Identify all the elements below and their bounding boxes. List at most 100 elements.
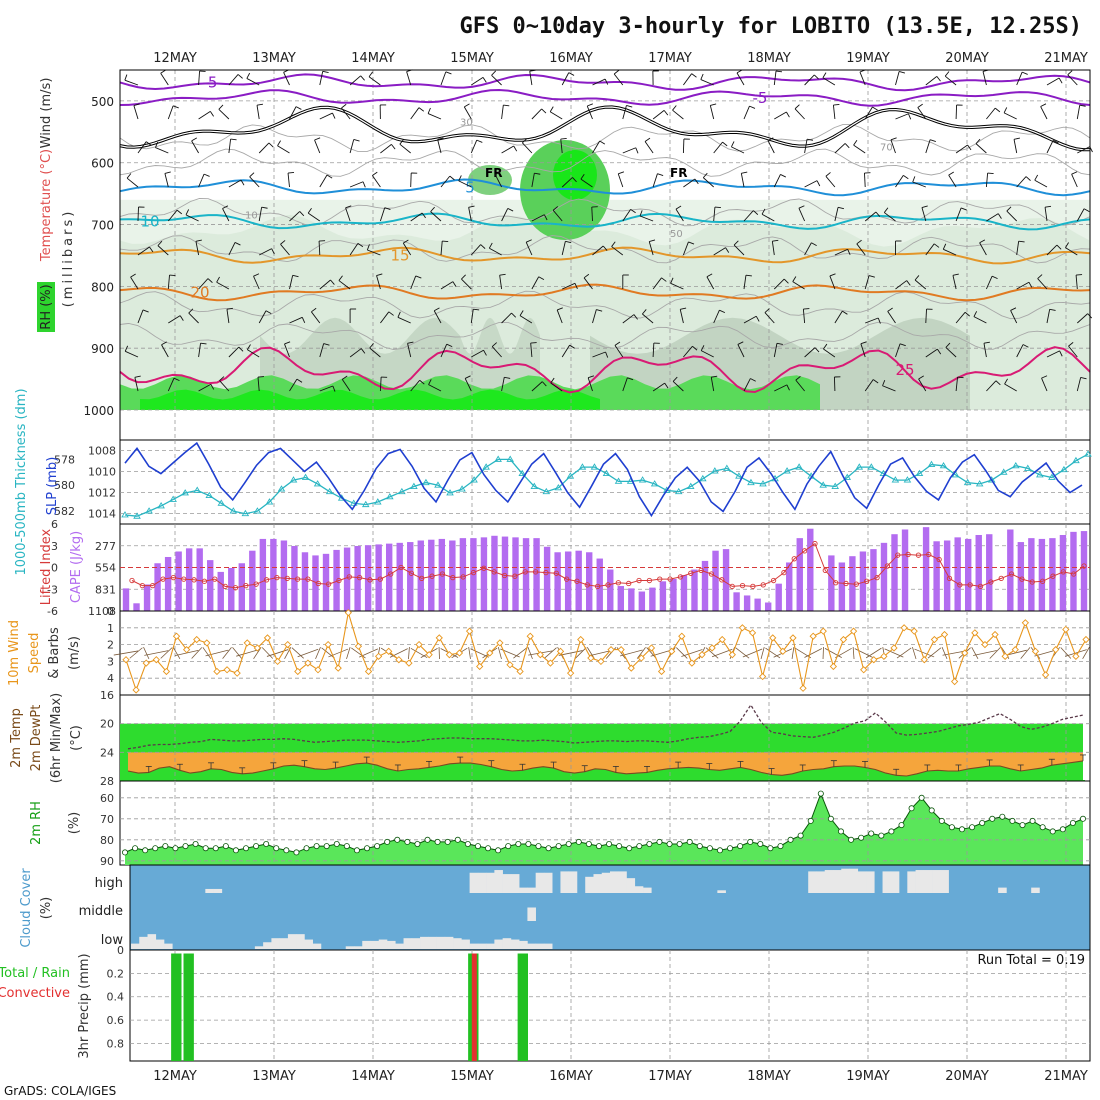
wind-barb-flag-4-8 — [246, 344, 251, 350]
wind-barb-flag-16-3 — [618, 171, 625, 175]
rh-point-38 — [505, 843, 512, 850]
cloud-high-87 — [849, 868, 859, 893]
wind-barb-13-2 — [522, 142, 533, 154]
wind-speed-point-26 — [385, 647, 393, 655]
li-point-77 — [926, 551, 932, 558]
rh-point-33 — [454, 836, 461, 843]
wind-barb-flag-9-2 — [399, 139, 404, 145]
surface-barb-9 — [205, 649, 229, 657]
wind-speed-point-70 — [829, 662, 838, 671]
li-point-38 — [522, 569, 528, 575]
cloud-low-48 — [527, 943, 536, 949]
ylabel-thickness: 1000-500mb Thickness (dm) — [14, 388, 29, 575]
wind-barb-flag-27-7 — [964, 311, 970, 317]
surface-barb-27 — [389, 648, 408, 658]
wind-barb-flag-23-3 — [825, 172, 831, 177]
rh-point-80 — [928, 807, 935, 814]
cape-bar-8 — [207, 560, 214, 611]
wind-barb-flag-23-8 — [823, 343, 828, 350]
wind-barb-flag-13-2 — [522, 138, 528, 144]
wind-barb-flag-17-7 — [642, 309, 647, 315]
wind-barb-flag-30-6 — [1037, 274, 1043, 279]
cloud-high-92 — [890, 871, 900, 893]
temp-lines — [127, 703, 1086, 777]
wind-barb-8-2 — [380, 144, 392, 154]
wind-barb-flag-29-4 — [1006, 206, 1012, 212]
cape-bar-72 — [880, 542, 888, 611]
surface-barb-77 — [896, 647, 912, 659]
rh-point-36 — [485, 845, 492, 852]
wind-barb-flag-0-8 — [124, 345, 129, 352]
surface-barb-4 — [160, 647, 173, 659]
surface-barb-40 — [527, 646, 533, 660]
surface-barb-10 — [222, 647, 232, 659]
wind-barb-22-6 — [792, 281, 805, 290]
cloud-high-57 — [601, 872, 611, 893]
surface-barb-11 — [232, 647, 243, 659]
wind-barb-27-3 — [948, 174, 957, 188]
ylabel-temperature: Temperature (°C) — [39, 149, 54, 262]
thickness-point-79 — [1072, 456, 1080, 464]
li-point-3 — [160, 576, 166, 582]
wind-barb-flag-9-9 — [419, 379, 425, 385]
wind-barb-flag-18-1 — [672, 105, 677, 111]
cloud-cover-panel: high middle low Cloud Cover (%) — [19, 864, 1091, 951]
rh-point-77 — [898, 822, 905, 829]
wind-barb-3-0 — [228, 74, 239, 86]
cape-bar-0 — [122, 588, 130, 611]
li-point-30 — [439, 571, 446, 577]
wind-barb-18-4 — [675, 208, 684, 222]
wind-barb-29-7 — [1010, 310, 1018, 324]
li-point-1 — [139, 582, 145, 589]
rh-2m-panel: 90 80 70 60 2m RH (%) — [29, 780, 1091, 868]
wind-barb-15-2 — [592, 140, 601, 154]
cape-bar-76 — [922, 527, 930, 611]
wind-barb-flag-15-0 — [604, 78, 609, 85]
wind-barb-18-5 — [682, 241, 689, 256]
cloud-low-3 — [155, 939, 165, 949]
wind-barb-6-8 — [319, 343, 325, 358]
wind-barb-14-5 — [561, 241, 566, 256]
wind-barb-2-9 — [198, 383, 212, 392]
wind-speed-point-79 — [920, 656, 928, 664]
wind-barb-flag-21-9 — [786, 384, 790, 391]
thickness-point-47 — [686, 482, 695, 489]
bottom-date-17may: 17MAY — [648, 1069, 692, 1084]
wind-speed-point-6 — [182, 646, 191, 654]
wind-barb-28-6 — [985, 276, 993, 290]
wind-speed-point-41 — [536, 651, 544, 659]
wind-barb-18-0 — [683, 73, 692, 86]
cape-bar-80 — [964, 538, 972, 611]
thickness-point-52 — [747, 478, 755, 486]
wind-barb-23-4 — [834, 207, 839, 222]
wind-barb-28-3 — [985, 173, 989, 188]
wind-barb-flag-1-2 — [154, 141, 159, 148]
slp-line — [124, 441, 1083, 518]
temp-tick-16: 16 — [100, 689, 114, 702]
surface-barb-44 — [558, 650, 583, 656]
li-point-33 — [470, 569, 477, 576]
thickness-point-31 — [494, 455, 502, 462]
wind-barb-flag-19-3 — [702, 172, 708, 178]
wind-speed-point-29 — [415, 640, 423, 649]
wind-barb-flag-4-4 — [261, 206, 268, 209]
wind-barb-flag-12-5 — [488, 242, 493, 249]
wind-barb-flag-18-6 — [670, 277, 674, 284]
wind-barb-17-6 — [652, 277, 662, 290]
rh-point-11 — [232, 847, 239, 854]
wind-barb-flag-28-8 — [983, 341, 990, 344]
rh-point-60 — [727, 845, 734, 852]
surface-barb-71 — [835, 647, 852, 659]
cloud-low-46 — [510, 939, 520, 949]
li-point-59 — [739, 582, 746, 589]
wind-barb-flag-27-8 — [945, 342, 951, 348]
wind-barb-12-1 — [501, 105, 504, 120]
wind-barb-26-1 — [917, 107, 927, 120]
wind-barb-flag-5-9 — [296, 378, 303, 383]
wind-barb-25-6 — [895, 280, 907, 290]
cape-bar-82 — [986, 534, 993, 611]
thickness-point-41 — [614, 477, 623, 484]
wind-barb-flag-30-9 — [1041, 375, 1048, 379]
temp-tick-28: 28 — [100, 775, 114, 788]
cloud-high-88 — [857, 871, 867, 893]
